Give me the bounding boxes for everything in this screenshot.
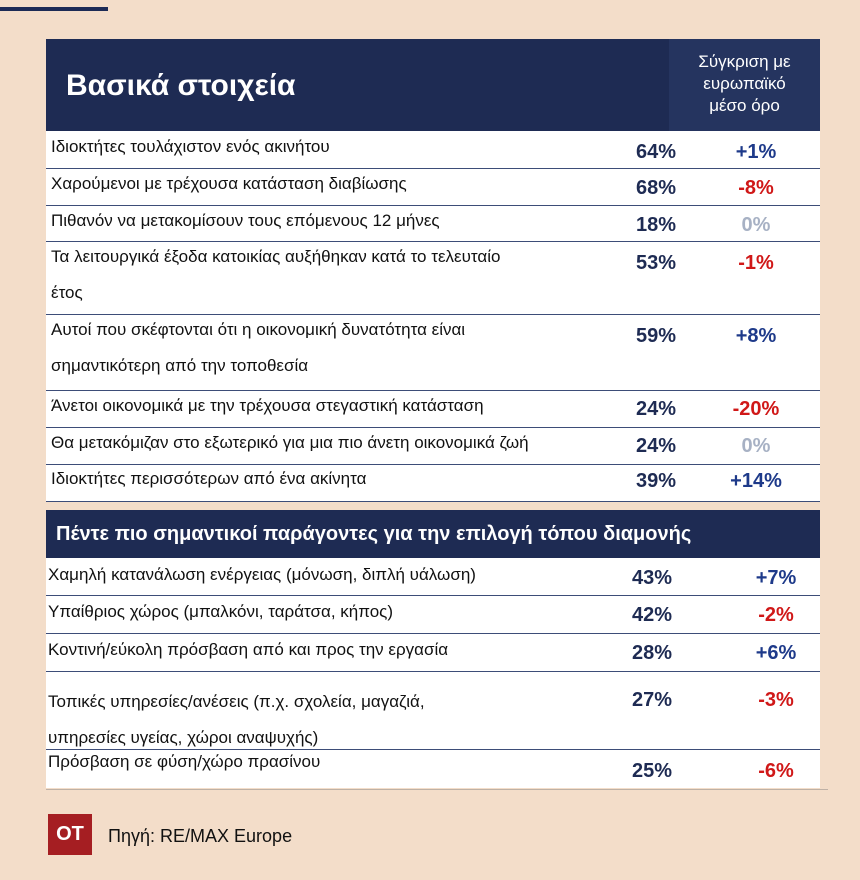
percentage-value: 53% [636,252,677,274]
table-row: Ιδιοκτήτες τουλάχιστον ενός ακινήτου 64% +… [46,131,820,169]
comparison-value: -8% [738,177,774,199]
comparison-column-header: Σύγκριση με ευρωπαϊκό μέσο όρο [669,39,820,131]
table-row: Πρόσβαση σε φύση/χώρο πρασίνου 25% -6% [46,750,820,788]
percentage-value: 42% [632,604,673,626]
percentage-value: 18% [636,214,677,236]
row-label-line: Τοπικές υπηρεσίες/ανέσεις (π.χ. σχολεία,… [48,692,425,711]
row-label-line: Θα μετακόμιζαν στο εξωτερικό για μια πιο… [51,433,529,452]
row-label-line: Ιδιοκτήτες τουλάχιστον ενός ακινήτου [51,137,330,156]
comparison-value: 0% [741,435,771,457]
row-label-line: Πιθανόν να μετακομίσουν τους επόμενους 1… [51,211,440,230]
row-label: Ιδιοκτήτες περισσότερων από ένα ακίνητα [51,461,631,497]
table-row: Ιδιοκτήτες περισσότερων από ένα ακίνητα 3… [46,465,820,502]
comparison-value: +8% [735,325,777,347]
comparison-value: -2% [758,604,794,626]
compare-header-line: Σύγκριση με [698,52,791,71]
comparison-value: 0% [741,214,771,236]
ot-logo: ΟΤ [48,814,92,855]
row-label-line: Υπαίθριος χώρος (μπαλκόνι, ταράτσα, κήπο… [48,602,394,621]
row-label: Τοπικές υπηρεσίες/ανέσεις (π.χ. σχολεία,… [48,684,608,756]
comparison-value: -3% [758,689,794,711]
percentage-value: 24% [636,435,677,457]
row-label-line: έτος [51,283,83,302]
row-label: Πρόσβαση σε φύση/χώρο πρασίνου [48,744,608,780]
section1-title: Βασικά στοιχεία [66,69,296,102]
section1-rows: Ιδιοκτήτες τουλάχιστον ενός ακινήτου 64% +… [46,131,820,502]
row-label-line: Ιδιοκτήτες περισσότερων από ένα ακίνητα [51,469,367,488]
section2-header: Πέντε πιο σημαντικοί παράγοντες για την … [46,510,820,558]
row-label: Χαρούμενοι με τρέχουσα κατάσταση διαβίωσ… [51,166,631,202]
table-row: Χαμηλή κατανάλωση ενέργειας (μόνωση, διπ… [46,558,820,596]
percentage-value: 64% [636,141,677,163]
comparison-value: +6% [755,642,797,664]
row-label-line: Χαμηλή κατανάλωση ενέργειας (μόνωση, διπ… [48,565,476,584]
compare-header-line: μέσο όρο [709,96,780,115]
row-label-line: Κοντινή/εύκολη πρόσβαση από και προς την… [48,640,449,659]
row-label: Αυτοί που σκέφτονται ότι η οικονομική δυ… [51,312,631,384]
top-accent-line [0,7,108,11]
percentage-value: 28% [632,642,673,664]
table-row: Κοντινή/εύκολη πρόσβαση από και προς την… [46,634,820,672]
table-row: Χαρούμενοι με τρέχουσα κατάσταση διαβίωσ… [46,169,820,206]
percentage-value: 68% [636,177,677,199]
row-label: Χαμηλή κατανάλωση ενέργειας (μόνωση, διπ… [48,557,608,593]
row-label-line: Αυτοί που σκέφτονται ότι η οικονομική δυ… [51,320,466,339]
table-row: Πιθανόν να μετακομίσουν τους επόμενους 1… [46,206,820,242]
percentage-value: 24% [636,398,677,420]
footer-divider [46,789,828,790]
table-row: Υπαίθριος χώρος (μπαλκόνι, ταράτσα, κήπο… [46,596,820,634]
data-card: Βασικά στοιχεία Σύγκριση με ευρωπαϊκό μέ… [46,39,820,788]
row-label-line: Τα λειτουργικά έξοδα κατοικίας αυξήθηκαν… [51,247,501,266]
row-label: Θα μετακόμιζαν στο εξωτερικό για μια πιο… [51,425,631,461]
comparison-value: +14% [730,470,782,492]
percentage-value: 39% [636,470,677,492]
table-row: Τα λειτουργικά έξοδα κατοικίας αυξήθηκαν… [46,242,820,315]
row-label: Υπαίθριος χώρος (μπαλκόνι, ταράτσα, κήπο… [48,594,608,630]
percentage-value: 43% [632,567,673,589]
row-label: Άνετοι οικονομικά με την τρέχουσα στεγασ… [51,388,631,424]
table-row: Άνετοι οικονομικά με την τρέχουσα στεγασ… [46,391,820,428]
table-row: Αυτοί που σκέφτονται ότι η οικονομική δυ… [46,315,820,391]
percentage-value: 25% [632,760,673,782]
row-label: Τα λειτουργικά έξοδα κατοικίας αυξήθηκαν… [51,239,631,311]
section1-header: Βασικά στοιχεία Σύγκριση με ευρωπαϊκό μέ… [46,39,820,131]
comparison-value: +7% [755,567,797,589]
table-row: Θα μετακόμιζαν στο εξωτερικό για μια πιο… [46,428,820,465]
row-label: Κοντινή/εύκολη πρόσβαση από και προς την… [48,632,608,668]
compare-header-line: ευρωπαϊκό [703,74,786,93]
row-label: Ιδιοκτήτες τουλάχιστον ενός ακινήτου [51,129,631,165]
row-label: Πιθανόν να μετακομίσουν τους επόμενους 1… [51,203,631,239]
comparison-value: +1% [735,141,777,163]
percentage-value: 59% [636,325,677,347]
row-label-line: υπηρεσίες υγείας, χώροι αναψυχής) [48,728,319,747]
section2-rows: Χαμηλή κατανάλωση ενέργειας (μόνωση, διπ… [46,558,820,788]
comparison-value: -1% [738,252,774,274]
row-label-line: Άνετοι οικονομικά με την τρέχουσα στεγασ… [51,396,484,415]
percentage-value: 27% [632,689,673,711]
comparison-value: -6% [758,760,794,782]
source-text: Πηγή: RE/MAX Europe [108,826,293,846]
row-label-line: σημαντικότερη από την τοποθεσία [51,356,309,375]
table-row: Τοπικές υπηρεσίες/ανέσεις (π.χ. σχολεία,… [46,672,820,750]
row-label-line: Χαρούμενοι με τρέχουσα κατάσταση διαβίωσ… [51,174,407,193]
row-label-line: Πρόσβαση σε φύση/χώρο πρασίνου [48,752,321,771]
comparison-value: -20% [732,398,780,420]
